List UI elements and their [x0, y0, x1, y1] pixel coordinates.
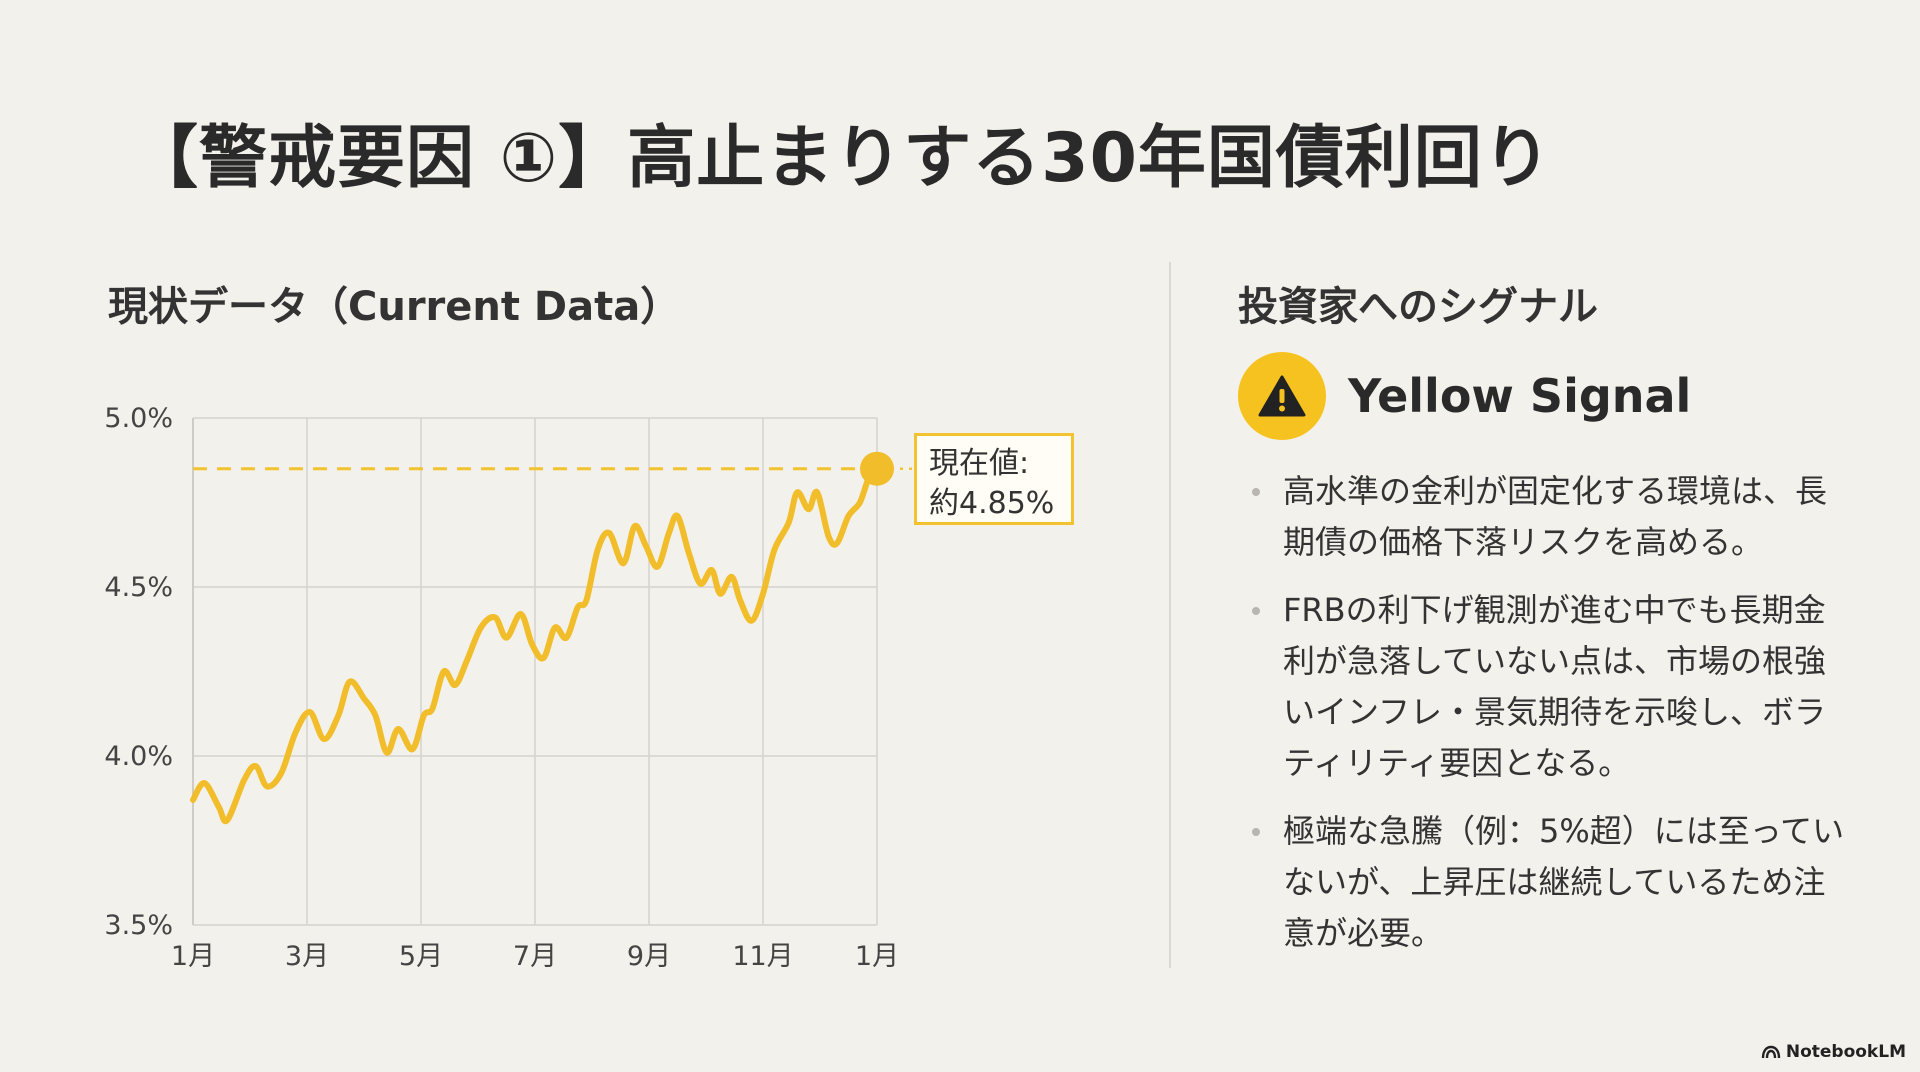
signal-indicator: Yellow Signal: [1238, 352, 1691, 440]
bullet-item: 高水準の金利が固定化する環境は、長期債の価格下落リスクを高める。: [1245, 466, 1845, 568]
x-tick-label: 7月: [513, 941, 557, 972]
y-tick-label: 5.0%: [104, 403, 173, 434]
y-tick-label: 3.5%: [104, 910, 173, 941]
watermark-label: NotebookLM: [1785, 1042, 1906, 1062]
series-line: [190, 465, 880, 825]
x-tick-label: 1月: [171, 941, 215, 972]
notebooklm-logo-icon: [1761, 1045, 1781, 1059]
y-tick-label: 4.0%: [104, 741, 173, 772]
signal-label: Yellow Signal: [1348, 369, 1692, 423]
bullet-item: FRBの利下げ観測が進む中でも長期金利が急落していない点は、市場の根強いインフレ…: [1245, 585, 1845, 789]
x-tick-label: 1月: [855, 941, 899, 972]
y-tick-label: 4.5%: [104, 572, 173, 603]
warning-icon: [1238, 352, 1326, 440]
page-title: 【警戒要因 ①】高止まりする30年国債利回り: [130, 119, 1552, 198]
callout-value: 約4.85%: [929, 486, 1055, 521]
x-tick-label: 5月: [399, 941, 443, 972]
investor-signal-heading: 投資家へのシグナル: [1238, 284, 1598, 330]
x-tick-label: 9月: [627, 941, 671, 972]
column-divider: [1169, 262, 1171, 968]
bullet-item: 極端な急騰（例：5%超）には至っていないが、上昇圧は継続しているため注意が必要。: [1245, 806, 1845, 959]
series-line-layer: [190, 451, 894, 825]
signal-bullet-list: 高水準の金利が固定化する環境は、長期債の価格下落リスクを高める。 FRBの利下げ…: [1245, 466, 1845, 976]
x-tick-label: 3月: [285, 941, 329, 972]
yield-line-chart: 1月 3月 5月 7月 9月 11月 1月3.5%4.0%4.5%5.0%: [104, 403, 914, 972]
callout-label: 現在値:: [929, 446, 1030, 481]
notebooklm-watermark: NotebookLM: [1761, 1042, 1906, 1062]
chart-grid: [192, 417, 878, 926]
current-value-point: [860, 451, 894, 486]
current-data-heading: 現状データ（Current Data）: [108, 284, 681, 330]
tick-label-layer: 1月 3月 5月 7月 9月 11月 1月3.5%4.0%4.5%5.0%: [104, 403, 899, 972]
x-tick-label: 11月: [732, 941, 793, 972]
current-value-callout: 現在値: 約4.85%: [914, 433, 1074, 525]
